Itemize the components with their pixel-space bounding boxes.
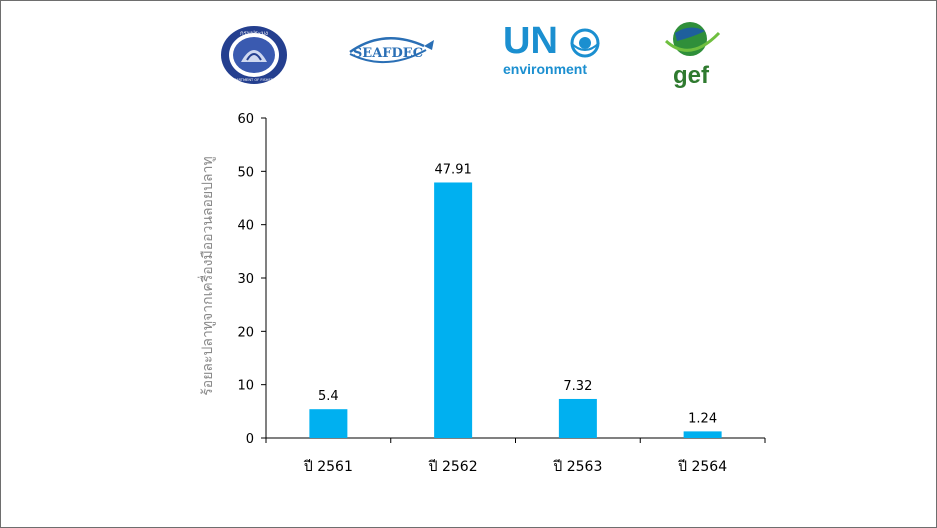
y-tick-label: 60 (237, 112, 254, 127)
bar-value-label: 5.4 (318, 389, 339, 404)
x-tick-label: ปี 2562 (428, 459, 477, 475)
y-axis-title: ร้อยละปลาทูจากเครื่องมืออวนลอยปลาทู (198, 156, 216, 395)
x-axis: ปี 2561 ปี 2562 ปี 2563 ปี 2564 (265, 437, 766, 475)
y-tick-label: 10 (237, 379, 254, 394)
x-tick-label: ปี 2564 (678, 459, 728, 475)
un-emblem-icon (570, 28, 600, 58)
department-of-fisheries-logo: กรมประมง DEPARTMENT OF FISHERIES (221, 26, 287, 84)
y-tick-label: 0 (246, 432, 254, 447)
bars (309, 182, 722, 438)
environment-text: environment (503, 61, 588, 77)
data-labels: 5.4 47.91 7.32 1.24 (318, 162, 717, 426)
bar-value-label: 1.24 (688, 411, 717, 426)
y-tick-label: 30 (237, 272, 254, 287)
gef-logo: gef (664, 22, 721, 89)
bar-value-label: 7.32 (563, 379, 592, 394)
bar (683, 431, 722, 438)
seafdec-logo: SEAFDEC (349, 37, 434, 63)
un-text: UN (503, 20, 558, 62)
gef-text: gef (673, 62, 710, 89)
x-tick-label: ปี 2561 (303, 459, 352, 475)
y-tick-label: 20 (237, 325, 254, 340)
bar (434, 182, 473, 438)
bar (309, 409, 348, 438)
x-tick-label: ปี 2563 (553, 459, 602, 475)
y-tick-label: 50 (237, 165, 254, 180)
y-tick-label: 40 (237, 219, 254, 234)
dof-thai-text: กรมประมง (240, 30, 268, 37)
bar (558, 398, 597, 438)
dof-en-text: DEPARTMENT OF FISHERIES (229, 78, 280, 82)
un-environment-logo: UN environment (501, 21, 613, 81)
bar-value-label: 47.91 (435, 162, 472, 177)
y-axis: 0 10 20 30 40 50 60 (237, 112, 267, 447)
seafdec-text: SEAFDEC (353, 46, 423, 61)
